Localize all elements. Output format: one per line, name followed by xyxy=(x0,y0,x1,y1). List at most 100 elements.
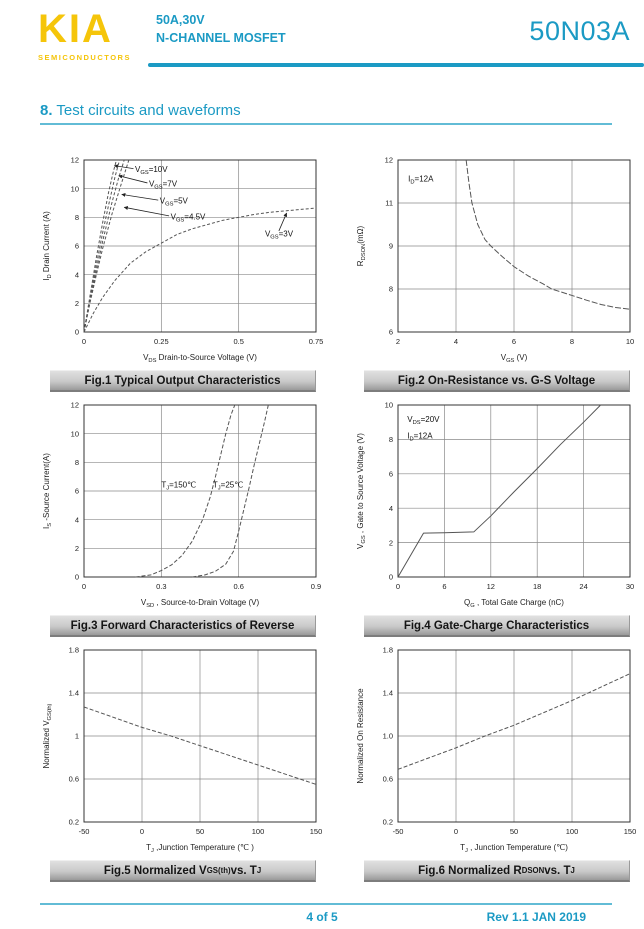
svg-text:1.8: 1.8 xyxy=(383,646,393,655)
svg-text:VGS , Gate to Source Voltage (: VGS , Gate to Source Voltage (V) xyxy=(356,433,367,549)
svg-text:0.9: 0.9 xyxy=(311,582,321,591)
svg-text:TJ=25℃: TJ=25℃ xyxy=(213,480,243,491)
svg-text:-50: -50 xyxy=(79,827,90,836)
svg-text:0: 0 xyxy=(389,573,393,582)
svg-text:VGS=7V: VGS=7V xyxy=(149,180,178,191)
svg-text:1: 1 xyxy=(75,732,79,741)
svg-text:Normalized On Resistance: Normalized On Resistance xyxy=(356,688,365,784)
svg-text:4: 4 xyxy=(75,515,79,524)
svg-text:VGS=10V: VGS=10V xyxy=(135,165,168,176)
svg-text:2: 2 xyxy=(75,544,79,553)
svg-text:30: 30 xyxy=(626,582,634,591)
fig2-caption: Fig.2 On-Resistance vs. G-S Voltage xyxy=(364,370,630,392)
fig5-normalized-vgsth-chart: -50 0 50 100 150 0.2 0.6 1 1.4 1.8 TJ ,Junction Te… xyxy=(42,646,322,854)
svg-text:VDS Drain-to-Source Voltage (: VDS Drain-to-Source Voltage (V) xyxy=(143,353,257,364)
svg-text:VGS (V): VGS (V) xyxy=(501,353,528,364)
section-number: 8. xyxy=(40,102,53,119)
fig3-caption: Fig.3 Forward Characteristics of Reverse xyxy=(50,615,316,637)
section-title: Test circuits and waveforms xyxy=(52,102,241,119)
figure-3: 0 0.3 0.6 0.9 0 2 4 6 8 10 12 VSD , Source-to-Drain… xyxy=(38,396,328,637)
svg-text:8: 8 xyxy=(75,458,79,467)
svg-text:Normalized VGS(th): Normalized VGS(th) xyxy=(42,703,53,768)
svg-text:TJ , Junction Temperature (℃): TJ , Junction Temperature (℃) xyxy=(460,843,568,854)
svg-text:6: 6 xyxy=(389,470,393,479)
fig2-on-resistance-chart: 2 4 6 8 10 6 8 9 11 12 VGS (V) RDSON(mΩ) ID=12A xyxy=(356,156,634,364)
header-rule xyxy=(148,63,644,67)
svg-text:0.2: 0.2 xyxy=(383,818,393,827)
fig4-caption: Fig.4 Gate-Charge Characteristics xyxy=(364,615,630,637)
svg-text:0.6: 0.6 xyxy=(383,775,393,784)
svg-text:12: 12 xyxy=(385,156,393,165)
fig3-reverse-diode-chart: 0 0.3 0.6 0.9 0 2 4 6 8 10 12 VSD , Source-to-Drain… xyxy=(42,401,321,609)
fig1-caption: Fig.1 Typical Output Characteristics xyxy=(50,370,316,392)
svg-text:0: 0 xyxy=(396,582,400,591)
svg-text:50: 50 xyxy=(196,827,204,836)
svg-text:8: 8 xyxy=(570,337,574,346)
svg-text:VGS=4.5V: VGS=4.5V xyxy=(171,212,206,223)
svg-text:0.3: 0.3 xyxy=(156,582,166,591)
figure-6: -50 0 50 100 150 0.2 0.6 1.0 1.4 1.8 TJ , Junction… xyxy=(352,641,642,882)
device-rating: 50A,30V xyxy=(156,13,205,27)
svg-text:0.75: 0.75 xyxy=(309,337,324,346)
section-heading: 8. Test circuits and waveforms xyxy=(40,102,612,125)
svg-text:12: 12 xyxy=(487,582,495,591)
footer-rule xyxy=(40,903,612,905)
svg-text:10: 10 xyxy=(71,429,79,438)
svg-text:8: 8 xyxy=(389,435,393,444)
figure-2: 2 4 6 8 10 6 8 9 11 12 VGS (V) RDSON(mΩ) ID=12A Fig.… xyxy=(352,151,642,392)
svg-text:0.25: 0.25 xyxy=(154,337,169,346)
svg-text:0: 0 xyxy=(75,573,79,582)
svg-text:4: 4 xyxy=(454,337,458,346)
svg-text:0: 0 xyxy=(140,827,144,836)
fig6-normalized-rdson-chart: -50 0 50 100 150 0.2 0.6 1.0 1.4 1.8 TJ , Junction… xyxy=(356,646,636,854)
svg-text:0.2: 0.2 xyxy=(69,818,79,827)
figures-grid: 0 0.25 0.5 0.75 0 2 4 6 8 10 12 VDS Drain-to-Source… xyxy=(38,151,644,882)
svg-text:TJ=150℃: TJ=150℃ xyxy=(161,480,196,491)
svg-text:6: 6 xyxy=(442,582,446,591)
svg-text:10: 10 xyxy=(626,337,634,346)
svg-text:2: 2 xyxy=(75,299,79,308)
svg-text:10: 10 xyxy=(385,401,393,410)
svg-text:RDSON(mΩ): RDSON(mΩ) xyxy=(356,225,367,266)
svg-text:18: 18 xyxy=(533,582,541,591)
svg-text:6: 6 xyxy=(75,487,79,496)
svg-text:ID=12A: ID=12A xyxy=(407,432,433,443)
kia-logo: KIA SEMICONDUCTORS xyxy=(38,8,131,62)
svg-text:0: 0 xyxy=(454,827,458,836)
svg-text:ID=12A: ID=12A xyxy=(408,175,434,186)
svg-text:24: 24 xyxy=(579,582,587,591)
svg-text:11: 11 xyxy=(385,199,393,208)
svg-text:8: 8 xyxy=(75,213,79,222)
svg-text:VSD , Source-to-Drain Voltage: VSD , Source-to-Drain Voltage (V) xyxy=(141,598,260,609)
header: KIA SEMICONDUCTORS 50A,30V N-CHANNEL MOS… xyxy=(0,0,644,88)
logo-subtext: SEMICONDUCTORS xyxy=(38,53,131,62)
svg-text:9: 9 xyxy=(389,242,393,251)
revision: Rev 1.1 JAN 2019 xyxy=(486,910,586,924)
figure-5: -50 0 50 100 150 0.2 0.6 1 1.4 1.8 TJ ,Junction Te… xyxy=(38,641,328,882)
footer-row: 4 of 5 Rev 1.1 JAN 2019 xyxy=(0,910,644,924)
logo-text: KIA xyxy=(38,7,113,51)
fig1-output-characteristics-chart: 0 0.25 0.5 0.75 0 2 4 6 8 10 12 VDS Drain-to-Source… xyxy=(42,156,324,364)
svg-text:0.5: 0.5 xyxy=(233,337,243,346)
page-number: 4 of 5 xyxy=(306,910,338,924)
svg-text:2: 2 xyxy=(389,538,393,547)
svg-text:0: 0 xyxy=(82,337,86,346)
svg-text:1.0: 1.0 xyxy=(383,732,393,741)
svg-text:4: 4 xyxy=(75,270,79,279)
svg-text:TJ ,Junction Temperature (℃ ): TJ ,Junction Temperature (℃ ) xyxy=(146,843,254,854)
svg-text:6: 6 xyxy=(512,337,516,346)
svg-text:100: 100 xyxy=(566,827,579,836)
svg-text:0.6: 0.6 xyxy=(69,775,79,784)
svg-text:VDS=20V: VDS=20V xyxy=(407,415,440,426)
svg-text:-50: -50 xyxy=(393,827,404,836)
device-info: 50A,30V N-CHANNEL MOSFET xyxy=(156,12,286,47)
svg-text:12: 12 xyxy=(71,401,79,410)
svg-text:8: 8 xyxy=(389,285,393,294)
device-type: N-CHANNEL MOSFET xyxy=(156,30,286,45)
svg-text:1.4: 1.4 xyxy=(383,689,393,698)
figure-4: 0 6 12 18 24 30 0 2 4 6 8 10 QG , Total Gate Charge … xyxy=(352,396,642,637)
svg-text:50: 50 xyxy=(510,827,518,836)
